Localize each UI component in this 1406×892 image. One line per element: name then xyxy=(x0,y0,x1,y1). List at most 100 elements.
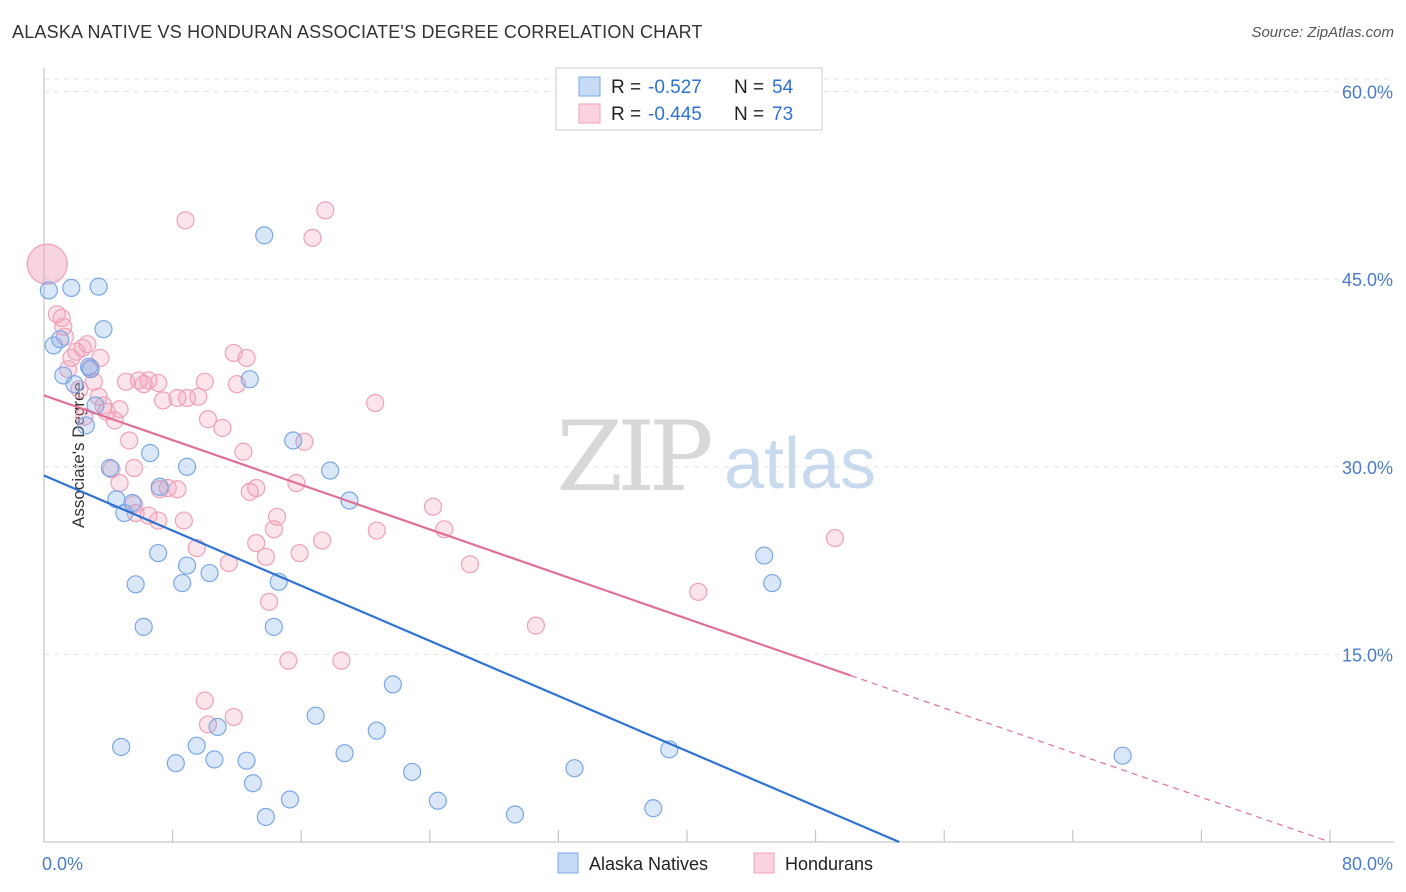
honduran-point xyxy=(110,400,129,419)
alaska-native-point xyxy=(505,805,525,824)
honduran-point xyxy=(303,228,322,247)
watermark: ZIP atlas xyxy=(556,401,876,513)
honduran-point xyxy=(168,480,187,499)
honduran-point xyxy=(176,211,195,230)
alaska-native-point xyxy=(76,416,95,435)
honduran-point xyxy=(234,442,253,461)
source-credit: Source: ZipAtlas.com xyxy=(1251,24,1394,41)
y-tick-label: 30.0% xyxy=(1342,458,1393,478)
alaska-native-point xyxy=(335,744,354,763)
honduran-point xyxy=(526,616,545,635)
legend-swatch-hondurans xyxy=(753,852,775,874)
alaska-native-point xyxy=(94,320,113,339)
honduran-point xyxy=(366,393,385,413)
honduran-point xyxy=(168,388,187,408)
honduran-point xyxy=(259,592,279,611)
honduran-point xyxy=(256,547,275,566)
honduran-point xyxy=(149,373,168,393)
alaska-native-point xyxy=(243,774,263,793)
legend-label-hondurans: Hondurans xyxy=(785,854,873,874)
legend-top-n-value-2: 73 xyxy=(772,104,793,125)
alaska-natives-trend-line xyxy=(43,474,900,844)
alaska-native-point xyxy=(200,563,219,583)
alaska-native-point xyxy=(89,277,108,296)
honduran-point xyxy=(189,387,208,406)
alaska-native-point xyxy=(565,759,584,778)
alaska-native-point xyxy=(126,575,145,594)
legend-top-swatch-blue xyxy=(578,76,601,97)
alaska-native-point xyxy=(755,546,774,565)
gridlines xyxy=(44,78,1394,842)
honduran-point xyxy=(26,243,68,285)
honduran-point xyxy=(279,651,298,670)
y-tick-label: 60.0% xyxy=(1342,83,1393,103)
honduran-point xyxy=(120,431,139,450)
legend-top-r-value-2: -0.445 xyxy=(648,104,702,125)
honduran-point xyxy=(198,410,218,429)
alaska-native-point xyxy=(644,799,663,818)
legend-top-swatch-pink xyxy=(578,103,601,124)
honduran-point xyxy=(367,521,386,540)
alaska-native-point xyxy=(62,278,81,297)
honduran-point xyxy=(825,528,844,548)
legend-top: R = -0.527 N = 54 R = -0.445 N = 73 xyxy=(555,67,823,131)
legend-swatch-alaska-natives xyxy=(557,852,579,874)
alaska-native-point xyxy=(134,617,153,636)
honduran-point xyxy=(247,478,266,498)
alaska-native-point xyxy=(112,737,131,757)
legend-top-r-label-1: R = xyxy=(611,77,641,98)
honduran-point xyxy=(332,651,351,670)
honduran-point xyxy=(110,473,129,493)
trend-lines xyxy=(43,394,1331,844)
alaska-native-point xyxy=(81,360,100,379)
alaska-native-point xyxy=(306,706,325,725)
axes xyxy=(43,68,1394,843)
honduran-point xyxy=(78,335,97,354)
alaska-native-point xyxy=(39,281,58,300)
honduran-point xyxy=(195,691,214,710)
honduran-point xyxy=(116,372,136,391)
alaska-native-point xyxy=(367,721,386,740)
alaska-native-point xyxy=(284,431,303,450)
alaska-native-point xyxy=(140,443,160,463)
hondurans-points xyxy=(26,201,844,734)
alaska-native-point xyxy=(50,330,70,349)
legend-top-n-value-1: 54 xyxy=(772,77,794,98)
alaska-native-point xyxy=(255,226,274,245)
honduran-point xyxy=(312,531,332,550)
legend-top-n-label-1: N = xyxy=(734,77,764,98)
honduran-point xyxy=(70,380,89,399)
honduran-point xyxy=(267,507,287,526)
hondurans-trend-line-extension xyxy=(850,675,1331,843)
watermark-atlas: atlas xyxy=(724,424,876,504)
honduran-point xyxy=(224,707,243,727)
alaska-native-point xyxy=(240,370,259,389)
hondurans-trend-line xyxy=(43,394,852,677)
alaska-natives-points xyxy=(39,226,1132,827)
watermark-zip: ZIP xyxy=(556,401,711,513)
honduran-point xyxy=(213,418,232,438)
honduran-point xyxy=(689,582,708,601)
alaska-native-point xyxy=(177,556,197,575)
honduran-point xyxy=(174,511,193,530)
alaska-native-point xyxy=(150,477,169,496)
alaska-native-point xyxy=(149,543,168,563)
honduran-point xyxy=(423,497,443,516)
y-tick-label: 45.0% xyxy=(1342,270,1393,290)
alaska-native-point xyxy=(264,617,283,636)
alaska-native-point xyxy=(256,807,275,827)
honduran-point xyxy=(237,348,256,368)
honduran-point xyxy=(124,458,144,478)
honduran-point xyxy=(316,201,335,220)
honduran-point xyxy=(59,360,78,379)
honduran-point xyxy=(153,391,173,410)
honduran-point xyxy=(195,372,214,391)
alaska-native-point xyxy=(383,675,402,694)
alaska-native-point xyxy=(187,736,206,755)
alaska-native-point xyxy=(403,762,422,782)
x-tick-label-max: 80.0% xyxy=(1342,854,1393,874)
tick-labels: 15.0% 30.0% 45.0% 60.0% 0.0% 80.0% xyxy=(42,83,1393,874)
legend-bottom: Alaska Natives Hondurans xyxy=(557,852,873,874)
honduran-point xyxy=(247,533,266,553)
